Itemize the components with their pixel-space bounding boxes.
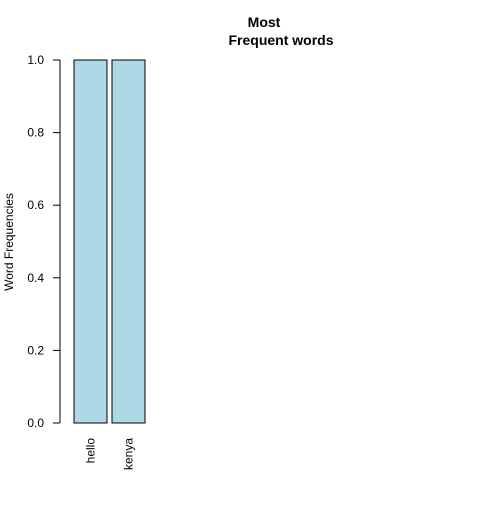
y-tick-label: 1.0 xyxy=(27,53,44,67)
y-tick-label: 0.8 xyxy=(27,126,44,140)
chart-title-line-1: Most xyxy=(248,14,281,30)
y-axis-label: Word Frequencies xyxy=(2,193,16,291)
x-axis-labels: hello kenya xyxy=(84,438,136,470)
bar-kenya xyxy=(111,59,146,424)
x-category-label: kenya xyxy=(122,438,136,470)
bar-hello xyxy=(73,59,108,424)
bars-group xyxy=(73,59,146,424)
y-tick-label: 0.6 xyxy=(27,198,44,212)
x-category-label: hello xyxy=(84,438,98,464)
chart-title-line-2: Frequent words xyxy=(228,32,333,48)
y-axis: 0.0 0.2 0.4 0.6 0.8 1.0 xyxy=(27,53,61,430)
y-tick-label: 0.4 xyxy=(27,271,44,285)
y-tick-label: 0.2 xyxy=(27,343,44,357)
y-tick-label: 0.0 xyxy=(27,416,44,430)
